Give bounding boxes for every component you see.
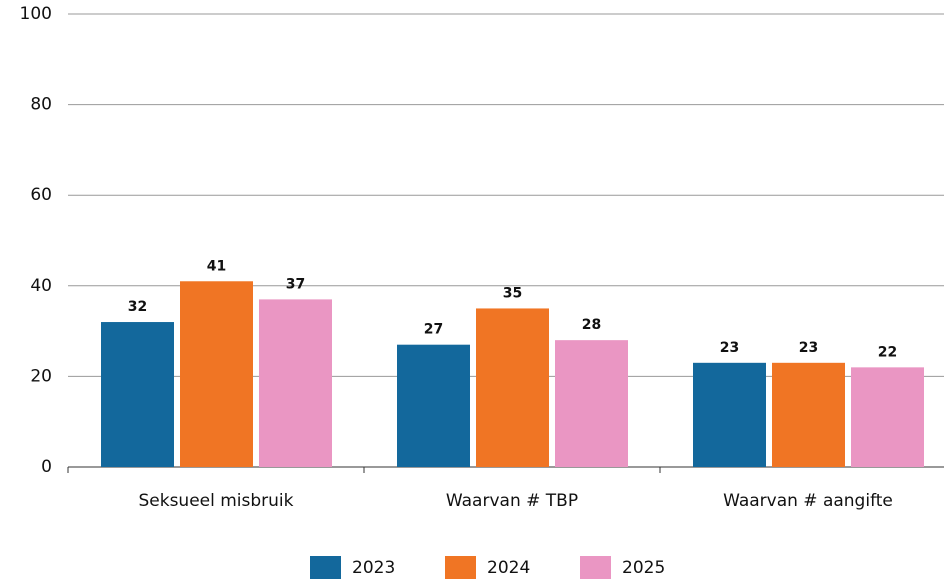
bar [397,344,470,467]
y-tick-label: 40 [30,276,52,296]
bar [851,367,924,467]
value-label: 41 [207,258,226,274]
legend-label: 2024 [487,558,530,578]
legend-label: 2025 [622,558,665,578]
bar [180,281,253,467]
bar [772,362,845,467]
y-tick-label: 100 [20,4,52,24]
value-label: 23 [799,340,818,356]
value-label: 35 [503,285,522,301]
y-tick-label: 80 [30,95,52,115]
value-label: 27 [424,322,443,338]
y-tick-label: 60 [30,185,52,205]
bar [101,322,174,467]
legend-swatch [580,556,611,579]
bar [259,299,332,467]
x-tick-label: Waarvan # aangifte [723,491,893,511]
x-tick-label: Waarvan # TBP [446,491,578,511]
y-tick-label: 20 [30,366,52,386]
value-label: 23 [720,340,739,356]
x-tick-label: Seksueel misbruik [138,491,293,511]
bar [693,362,766,467]
value-label: 28 [582,317,601,333]
bar [555,340,628,467]
value-label: 37 [286,276,305,292]
legend-swatch [445,556,476,579]
legend-label: 2023 [352,558,395,578]
y-tick-label: 0 [41,457,52,477]
value-label: 32 [128,299,147,315]
legend-swatch [310,556,341,579]
value-label: 22 [878,344,897,360]
bar [476,308,549,467]
